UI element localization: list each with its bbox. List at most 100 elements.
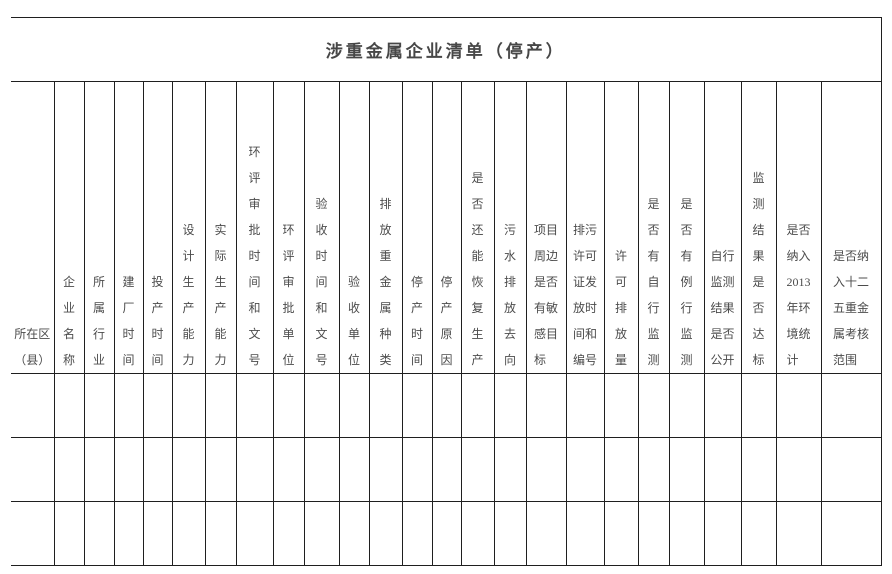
table-cell [525,437,567,502]
column-header-shutdown-time: 停 产 时 间 [401,81,433,374]
table-cell [171,501,206,566]
table-cell [204,501,237,566]
table-cell [565,373,605,438]
column-header-in-12th-5yr-heavy-metal-assessment: 是否纳 入十二 五重金 属考核 范围 [820,81,882,374]
table-cell [703,437,742,502]
document-sheet: 涉重金属企业清单（停产） 所在区 （县） 企 业 名 称 所 属 行 业 建 厂… [11,17,882,566]
table-cell [740,501,777,566]
table-cell [565,437,605,502]
column-header-label: 是否纳 入十二 五重金 属考核 范围 [832,249,869,367]
table-cell [272,501,305,566]
column-header-eia-approval-unit: 环 评 审 批 单 位 [272,81,305,374]
table-cell [431,501,462,566]
column-header-label: 是 否 有 自 行 监 测 [647,197,660,367]
column-header-permitted-discharge-amount: 许 可 排 放 量 [603,81,639,374]
column-header-production-start-time: 投 产 时 间 [142,81,173,374]
table-cell [775,437,822,502]
table-row [11,501,882,566]
column-header-acceptance-unit: 验 收 单 位 [338,81,370,374]
table-cell [11,373,55,438]
table-cell [820,437,882,502]
table-cell [272,373,305,438]
table-cell [431,373,462,438]
column-header-self-monitoring-results-public: 自行 监测 结果 是否 公开 [703,81,742,374]
table-cell [11,437,55,502]
column-header-label: 验 收 单 位 [347,275,360,367]
table-cell [668,437,705,502]
table-cell [460,437,495,502]
column-header-heavy-metal-types: 排 放 重 金 属 种 类 [368,81,403,374]
table-cell [703,373,742,438]
column-header-monitoring-results-compliant: 监 测 结 果 是 否 达 标 [740,81,777,374]
column-header-label: 企 业 名 称 [62,275,75,367]
table-cell [338,373,370,438]
table-cell [603,501,639,566]
column-header-shutdown-reason: 停 产 原 因 [431,81,462,374]
table-cell [740,437,777,502]
table-cell [303,373,340,438]
table-cell [338,437,370,502]
table-row [11,437,882,502]
title-row: 涉重金属企业清单（停产） [11,17,882,82]
table-cell [740,373,777,438]
table-cell [460,373,495,438]
table-cell [668,501,705,566]
table-cell [368,501,403,566]
column-header-label: 停 产 原 因 [440,275,453,367]
column-header-label: 是 否 还 能 恢 复 生 产 [471,171,484,367]
table-cell [368,437,403,502]
column-header-in-2013-env-statistics: 是否 纳入 2013 年环 境统 计 [775,81,822,374]
column-header-eia-approval-time-doc: 环 评 审 批 时 间 和 文 号 [235,81,274,374]
column-header-label: 排 放 重 金 属 种 类 [379,197,392,367]
table-cell [565,501,605,566]
table-cell [142,501,173,566]
table-cell [83,501,115,566]
table-cell [235,437,274,502]
table-cell [53,373,85,438]
table-cell [303,437,340,502]
table-cell [142,437,173,502]
column-header-label: 许 可 排 放 量 [614,249,627,367]
column-header-label: 环 评 审 批 单 位 [282,223,295,367]
table-cell [113,501,144,566]
table-cell [11,501,55,566]
table-cell [338,501,370,566]
table-cell [83,373,115,438]
table-cell [493,501,527,566]
column-header-industry: 所 属 行 业 [83,81,115,374]
table-cell [820,501,882,566]
table-cell [525,501,567,566]
table-cell [603,437,639,502]
page-title: 涉重金属企业清单（停产） [11,17,882,82]
column-header-label: 污 水 排 放 去 向 [503,223,516,367]
table-cell [460,501,495,566]
table-cell [775,373,822,438]
column-header-label: 投 产 时 间 [151,275,164,367]
table-cell [113,373,144,438]
column-header-label: 自行 监测 结果 是否 公开 [710,249,735,367]
table-header-row: 所在区 （县） 企 业 名 称 所 属 行 业 建 厂 时 间 投 产 时 间 … [11,81,882,374]
column-header-self-monitoring: 是 否 有 自 行 监 测 [637,81,670,374]
table-cell [401,437,433,502]
table-cell [820,373,882,438]
table-cell [53,437,85,502]
column-header-label: 监 测 结 果 是 否 达 标 [752,171,765,367]
column-header-label: 环 评 审 批 时 间 和 文 号 [248,145,261,367]
table-cell [431,437,462,502]
table-cell [142,373,173,438]
column-header-enterprise-name: 企 业 名 称 [53,81,85,374]
column-header-actual-capacity: 实 际 生 产 能 力 [204,81,237,374]
column-header-wastewater-destination: 污 水 排 放 去 向 [493,81,527,374]
table-cell [703,501,742,566]
column-header-sensitive-targets-nearby: 项目 周边 是否 有敏 感目 标 [525,81,567,374]
table-cell [525,373,567,438]
table-cell [171,437,206,502]
table-cell [53,501,85,566]
table-cell [637,373,670,438]
table-cell [204,437,237,502]
column-header-acceptance-time-doc: 验 收 时 间 和 文 号 [303,81,340,374]
table-cell [668,373,705,438]
column-header-label: 项目 周边 是否 有敏 感目 标 [533,223,558,367]
table-cell [235,501,274,566]
table-cell [368,373,403,438]
